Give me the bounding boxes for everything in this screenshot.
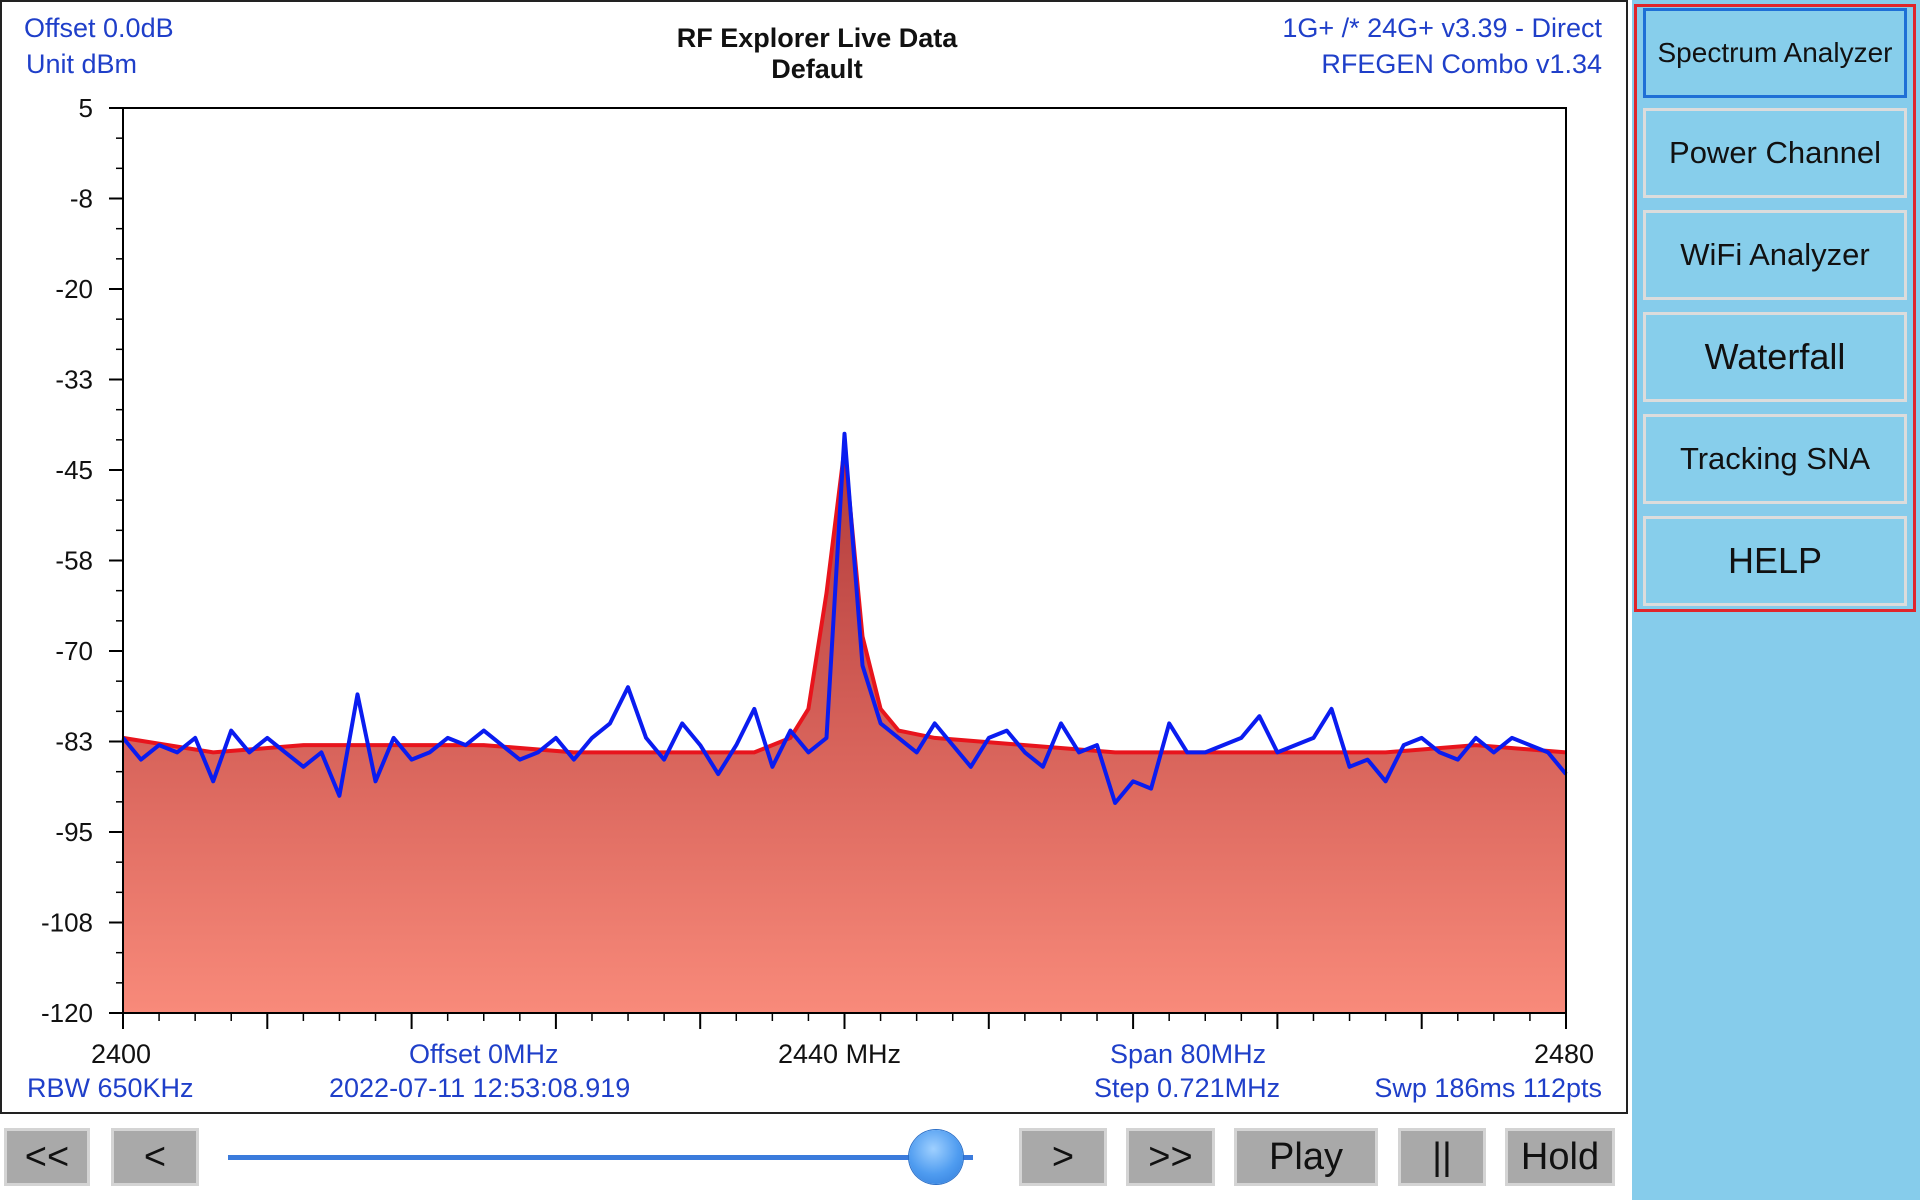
timestamp-label: 2022-07-11 12:53:08.919 [329,1073,631,1103]
sweep-label: Swp 186ms 112pts [1374,1073,1602,1103]
unit-label: Unit dBm [26,49,138,79]
spectrum-analyzer-button[interactable]: Spectrum Analyzer [1643,8,1907,98]
y-tick-label: 5 [79,93,93,123]
y-tick-label: -120 [41,998,93,1028]
play-button[interactable]: Play [1234,1128,1378,1186]
spectrum-chart-panel: 5 -8 -20 -33 -45 -58 -70 -83 -95 -108 -120 Offset … [0,0,1628,1114]
mode-button-group [1634,4,1916,612]
y-tick-label: -20 [55,274,93,304]
wifi-analyzer-button[interactable]: WiFi Analyzer [1643,210,1907,300]
help-button[interactable]: HELP [1643,516,1907,606]
previous-frame-button[interactable]: < [111,1128,199,1186]
next-frame-button[interactable]: > [1019,1128,1107,1186]
playback-slider-track[interactable] [228,1155,973,1160]
span-label: Span 80MHz [1110,1039,1267,1069]
center-freq-label: 2440 MHz [778,1039,902,1069]
realtime-trace [121,431,1568,805]
offset-db-label: Offset 0.0dB [24,13,174,43]
playback-slider-thumb[interactable] [908,1130,963,1184]
power-channel-button[interactable]: Power Channel [1643,108,1907,198]
max-hold-fill-area [123,448,1566,1013]
hold-button[interactable]: Hold [1505,1128,1615,1186]
y-tick-label: -58 [55,546,93,576]
y-tick-label: -45 [55,455,93,485]
rbw-label: RBW 650KHz [27,1073,194,1103]
offset-mhz-label: Offset 0MHz [409,1039,559,1069]
y-tick-label: -83 [55,727,93,757]
plot-frame [122,107,1567,1014]
tracking-sna-button[interactable]: Tracking SNA [1643,414,1907,504]
start-freq-label: 2400 [91,1039,152,1069]
step-label: Step 0.721MHz [1094,1073,1281,1103]
firmware-label: 1G+ /* 24G+ v3.39 - Direct [1282,13,1602,43]
pause-button[interactable]: || [1398,1128,1486,1186]
waterfall-button[interactable]: Waterfall [1643,312,1907,402]
end-freq-label: 2480 [1534,1039,1595,1069]
chart-subtitle: Default [771,54,863,84]
y-tick-label: -95 [55,817,93,847]
y-tick-label: -33 [55,365,93,395]
model-label: RFEGEN Combo v1.34 [1321,49,1602,79]
first-frame-button[interactable]: << [4,1128,90,1186]
y-tick-label: -70 [55,636,93,666]
spectrum-plot: 5 -8 -20 -33 -45 -58 -70 -83 -95 -108 -120 [41,93,1568,1029]
last-frame-button[interactable]: >> [1126,1128,1215,1186]
y-tick-label: -108 [41,908,93,938]
y-tick-label: -8 [70,184,93,214]
chart-title: RF Explorer Live Data [676,23,958,53]
